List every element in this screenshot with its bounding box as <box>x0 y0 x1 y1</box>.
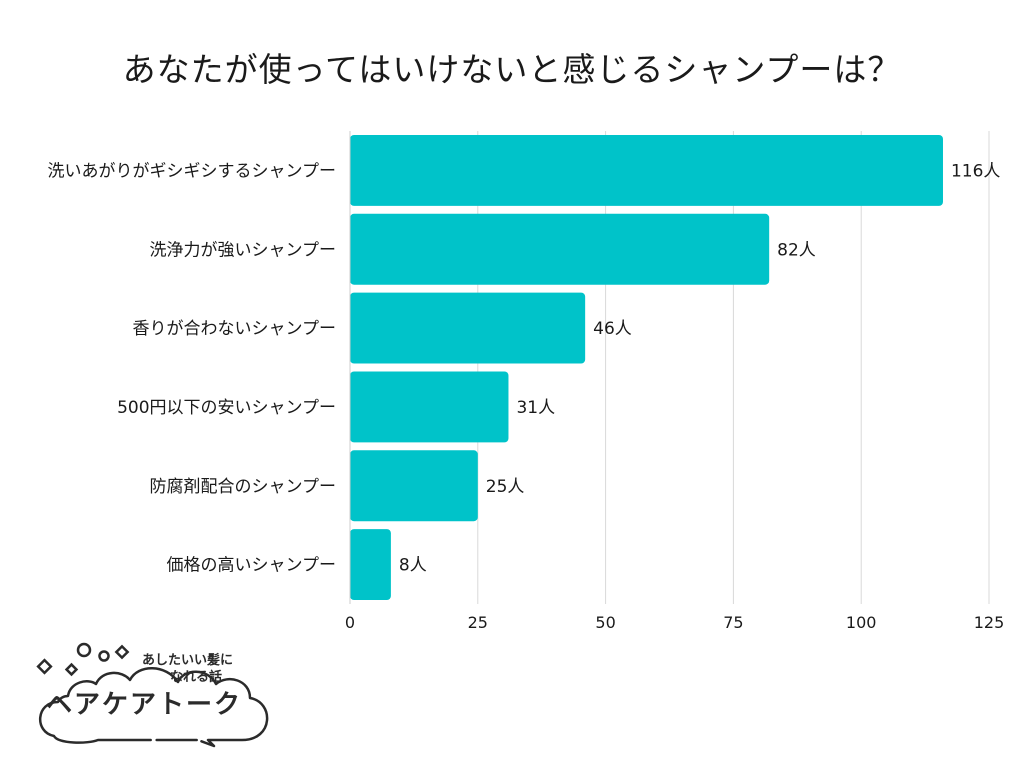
logo-tagline: あしたいい髪に なれる話 <box>142 652 282 686</box>
value-label: 82人 <box>777 240 816 260</box>
x-tick-label: 0 <box>345 613 355 632</box>
value-label: 25人 <box>486 477 525 497</box>
bar <box>350 529 391 601</box>
category-label: 防腐剤配合のシャンプー <box>150 477 337 497</box>
grid-lines <box>477 131 990 604</box>
logo-tagline-line2: なれる話 <box>170 670 223 685</box>
value-label: 31人 <box>516 398 555 418</box>
bars <box>350 134 943 601</box>
category-label: 洗浄力が強いシャンプー <box>150 240 337 260</box>
logo-wordmark: ヘアケアトーク <box>46 690 243 720</box>
category-label: 洗いあがりがギシギシするシャンプー <box>48 161 337 181</box>
bar <box>350 292 586 364</box>
bar <box>350 450 478 522</box>
category-label: 香りが合わないシャンプー <box>133 319 337 339</box>
cloud-icon <box>36 642 269 748</box>
logo-tagline-line1: あしたいい髪に <box>142 653 234 668</box>
bar <box>350 134 943 206</box>
value-label: 46人 <box>593 319 632 339</box>
x-tick-label: 25 <box>468 613 488 632</box>
value-label: 116人 <box>951 161 1000 181</box>
labels: 0 25 50 75 100 125 洗いあがりがギシギシするシャンプー 116人洗浄力が強い… <box>48 161 1005 632</box>
bar <box>350 371 509 443</box>
category-label: 価格の高いシャンプー <box>167 556 337 576</box>
brand-logo: あしたいい髪に なれる話 ヘアケアトーク <box>28 640 278 750</box>
x-tick-label: 100 <box>846 613 877 632</box>
bar <box>350 213 770 285</box>
x-tick-label: 75 <box>723 613 743 632</box>
x-tick-label: 50 <box>595 613 615 632</box>
category-label: 500円以下の安いシャンプー <box>117 398 336 418</box>
chart-title: あなたが使ってはいけないと感じるシャンプーは？ <box>122 50 902 89</box>
value-label: 8人 <box>399 556 427 576</box>
x-tick-label: 125 <box>974 613 1005 632</box>
